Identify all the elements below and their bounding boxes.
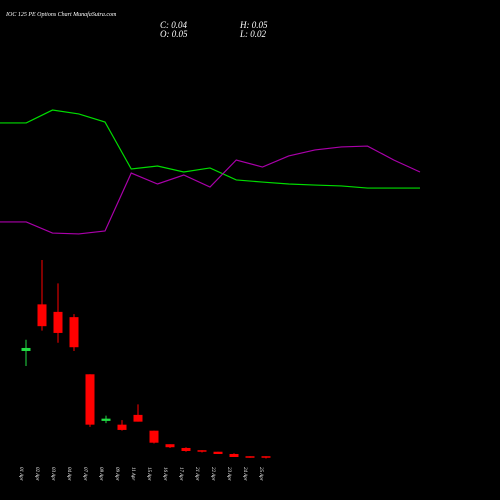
x-tick-label: 16 Apr — [162, 467, 167, 481]
x-tick-label: 23 Apr — [226, 467, 231, 481]
candle-body — [261, 456, 271, 458]
candle-body — [149, 430, 159, 443]
candle-body — [117, 424, 127, 430]
x-tick-label: 08 Apr — [98, 467, 103, 481]
x-tick-label: 07 Apr — [82, 467, 87, 481]
ohlc-open: O: 0.05 — [160, 29, 188, 39]
candle-body — [69, 317, 79, 348]
x-tick-label: 25 Apr — [258, 467, 263, 481]
ohlc-high: H: 0.05 — [239, 20, 268, 30]
x-tick-label: 24 Apr — [242, 467, 247, 481]
chart-title: IOC 125 PE Options Chart MunafaSutra.com — [5, 11, 117, 18]
candle-body — [21, 347, 31, 351]
candle-body — [181, 447, 191, 451]
candle-body — [101, 418, 111, 421]
candle-body — [133, 414, 143, 422]
x-tick-label: 17 Apr — [178, 467, 183, 481]
indicator-line — [0, 145, 421, 235]
x-tick-label: 02 Apr — [34, 467, 39, 481]
candle-body — [229, 453, 239, 457]
candle-body — [197, 450, 207, 452]
x-tick-label: 21 Apr — [194, 467, 199, 481]
candle-body — [85, 374, 95, 425]
x-tick-label: 11 Apr — [130, 467, 135, 480]
x-tick-label: 01 Apr — [18, 467, 23, 481]
candle-body — [37, 304, 47, 327]
x-tick-label: 04 Apr — [66, 467, 71, 481]
x-tick-label: 15 Apr — [146, 467, 151, 481]
candle-body — [245, 456, 255, 458]
x-tick-label: 22 Apr — [210, 467, 215, 481]
candle-body — [165, 444, 175, 448]
x-tick-label: 03 Apr — [50, 467, 55, 481]
ohlc-low: L: 0.02 — [239, 29, 267, 39]
indicator-line — [0, 109, 420, 189]
candle-body — [213, 451, 223, 454]
x-tick-label: 09 Apr — [114, 467, 119, 481]
ohlc-close: C: 0.04 — [160, 20, 188, 30]
candle-body — [53, 311, 63, 333]
